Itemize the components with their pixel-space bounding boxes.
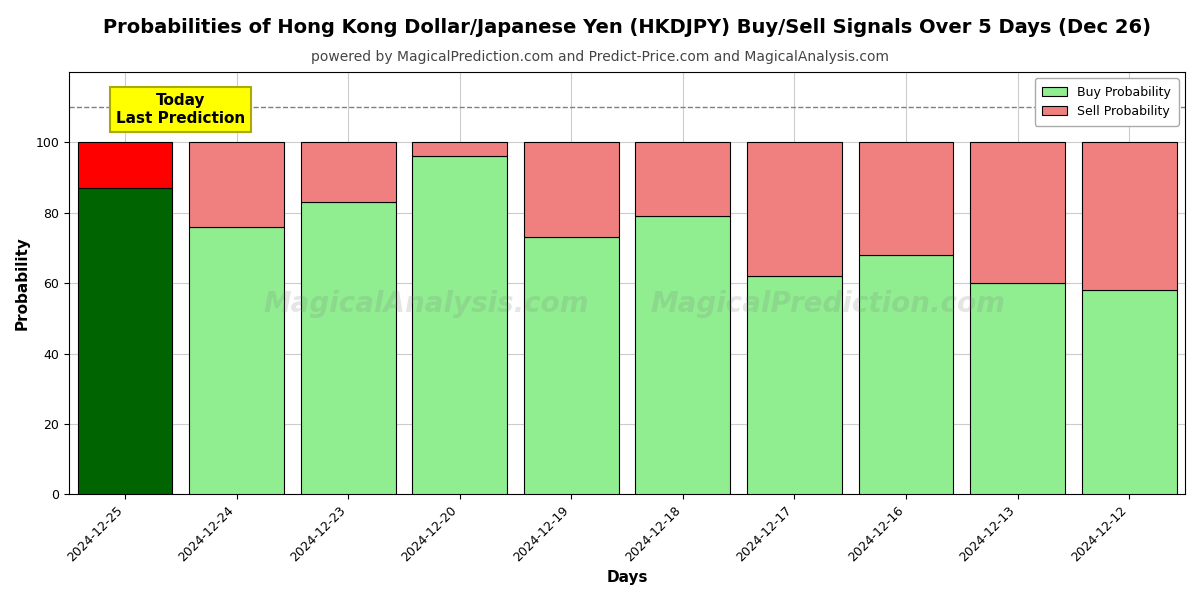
Bar: [970, 283, 1066, 494]
Bar: [859, 142, 954, 255]
Legend: Buy Probability, Sell Probability: Buy Probability, Sell Probability: [1034, 78, 1178, 125]
Text: MagicalAnalysis.com: MagicalAnalysis.com: [264, 290, 589, 319]
Bar: [301, 142, 396, 202]
Text: powered by MagicalPrediction.com and Predict-Price.com and MagicalAnalysis.com: powered by MagicalPrediction.com and Pre…: [311, 50, 889, 64]
Bar: [748, 142, 842, 276]
Bar: [859, 255, 954, 494]
Title: Probabilities of Hong Kong Dollar/Japanese Yen (HKDJPY) Buy/Sell Signals Over 5 : Probabilities of Hong Kong Dollar/Japane…: [103, 18, 1151, 37]
Y-axis label: Probability: Probability: [16, 236, 30, 330]
Bar: [748, 276, 842, 494]
Bar: [1081, 290, 1177, 494]
Bar: [413, 157, 508, 494]
Bar: [970, 142, 1066, 283]
Bar: [78, 188, 173, 494]
Bar: [190, 142, 284, 227]
Bar: [190, 227, 284, 494]
X-axis label: Days: Days: [606, 570, 648, 585]
Bar: [78, 142, 173, 188]
Bar: [524, 142, 619, 238]
Bar: [636, 217, 731, 494]
Bar: [636, 142, 731, 217]
Bar: [413, 142, 508, 157]
Bar: [1081, 142, 1177, 290]
Bar: [524, 238, 619, 494]
Text: Today
Last Prediction: Today Last Prediction: [116, 93, 245, 125]
Text: MagicalPrediction.com: MagicalPrediction.com: [650, 290, 1006, 319]
Bar: [301, 202, 396, 494]
